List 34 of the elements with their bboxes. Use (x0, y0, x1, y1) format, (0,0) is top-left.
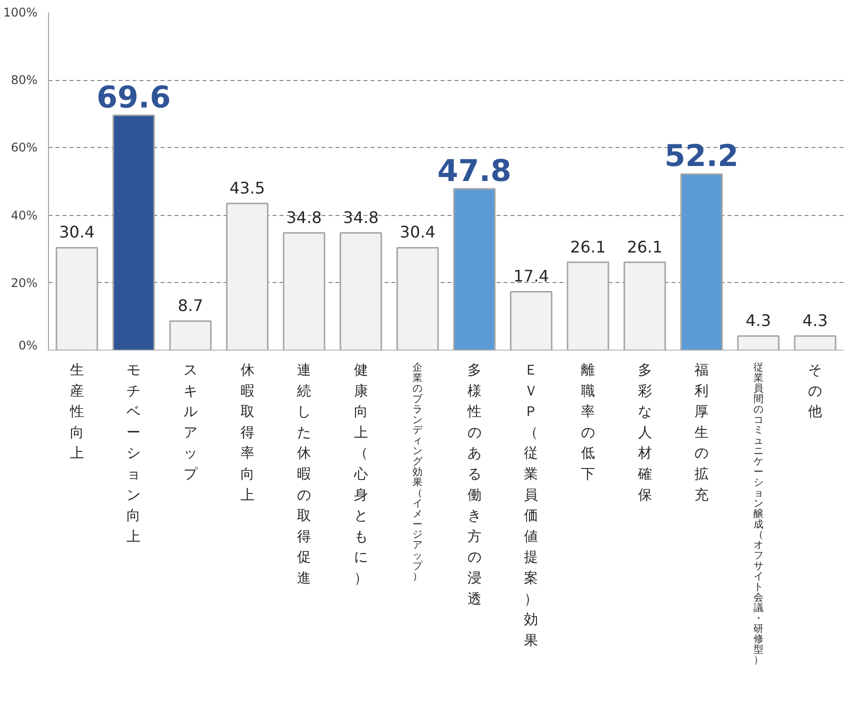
data-label: 26.1 (570, 237, 606, 256)
x-tick-label: 休暇取得率向上 (240, 362, 254, 504)
category-label: 連続した休暇の取得促進 (297, 362, 312, 586)
data-label: 69.6 (96, 80, 171, 116)
y-tick-label: 20% (10, 276, 38, 290)
data-label: 4.3 (746, 310, 772, 330)
y-tick-label: 60% (10, 140, 38, 155)
data-label: 4.3 (802, 310, 828, 330)
data-label: 47.8 (437, 154, 512, 189)
category-label: 健康向上（心身ともに） (354, 362, 368, 586)
data-label: 43.5 (229, 178, 266, 198)
y-tick-label: 80% (10, 73, 38, 88)
data-label: 8.7 (178, 296, 204, 316)
category-label: 多様性のある働き方の浸透 (467, 362, 482, 608)
category-label: ＥＶＰ（従業員価値提案）効果 (524, 362, 538, 649)
data-label: 26.1 (626, 237, 663, 256)
data-label: 52.2 (664, 139, 739, 174)
data-label: 30.4 (400, 222, 436, 242)
x-tick-label: スキルアップ (183, 362, 198, 482)
data-label: 34.8 (286, 208, 322, 227)
data-label: 17.4 (513, 266, 549, 286)
y-tick-label: 0% (18, 338, 38, 352)
category-label: モチベーション向上 (126, 362, 141, 545)
category-label: 従業員間のコミュニケーション醸成（オフサイト会議・研修型） (753, 362, 764, 666)
x-tick-label: 生産性向上 (68, 362, 84, 462)
category-label: 企業のブランディング効果（イメージアップ） (412, 362, 423, 582)
x-tick-label: 多彩な人材確保 (636, 362, 652, 504)
x-tick-label: その他 (808, 362, 822, 420)
data-label: 34.8 (343, 208, 379, 227)
x-tick-label: 離職率の低下 (580, 362, 595, 482)
y-tick-label: 100% (3, 6, 38, 20)
data-label: 30.4 (59, 222, 95, 242)
y-tick-label: 40% (10, 208, 38, 222)
x-tick-label: 福利厚生の拡充 (694, 362, 709, 504)
